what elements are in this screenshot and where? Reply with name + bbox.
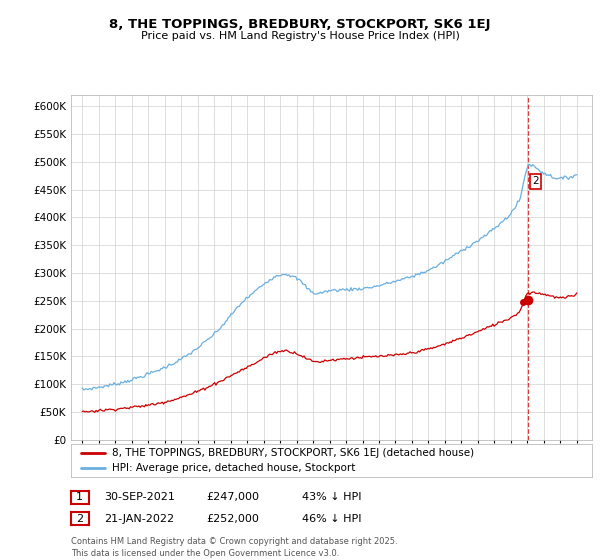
Text: Contains HM Land Registry data © Crown copyright and database right 2025.
This d: Contains HM Land Registry data © Crown c… — [71, 537, 397, 558]
Text: Price paid vs. HM Land Registry's House Price Index (HPI): Price paid vs. HM Land Registry's House … — [140, 31, 460, 41]
Text: 8, THE TOPPINGS, BREDBURY, STOCKPORT, SK6 1EJ (detached house): 8, THE TOPPINGS, BREDBURY, STOCKPORT, SK… — [112, 447, 475, 458]
Text: 21-JAN-2022: 21-JAN-2022 — [104, 514, 174, 524]
Text: £247,000: £247,000 — [206, 492, 259, 502]
Text: 2: 2 — [532, 176, 539, 186]
Text: 1: 1 — [76, 492, 83, 502]
Text: 2: 2 — [76, 514, 83, 524]
Text: 43% ↓ HPI: 43% ↓ HPI — [302, 492, 361, 502]
Text: 46% ↓ HPI: 46% ↓ HPI — [302, 514, 361, 524]
Text: £252,000: £252,000 — [206, 514, 259, 524]
Text: 8, THE TOPPINGS, BREDBURY, STOCKPORT, SK6 1EJ: 8, THE TOPPINGS, BREDBURY, STOCKPORT, SK… — [109, 18, 491, 31]
Text: 30-SEP-2021: 30-SEP-2021 — [104, 492, 175, 502]
Text: HPI: Average price, detached house, Stockport: HPI: Average price, detached house, Stoc… — [112, 463, 356, 473]
